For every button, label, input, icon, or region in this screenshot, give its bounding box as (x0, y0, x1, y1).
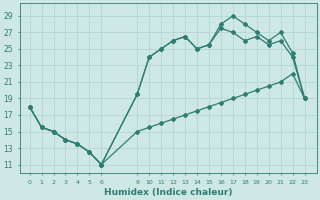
X-axis label: Humidex (Indice chaleur): Humidex (Indice chaleur) (104, 188, 233, 197)
